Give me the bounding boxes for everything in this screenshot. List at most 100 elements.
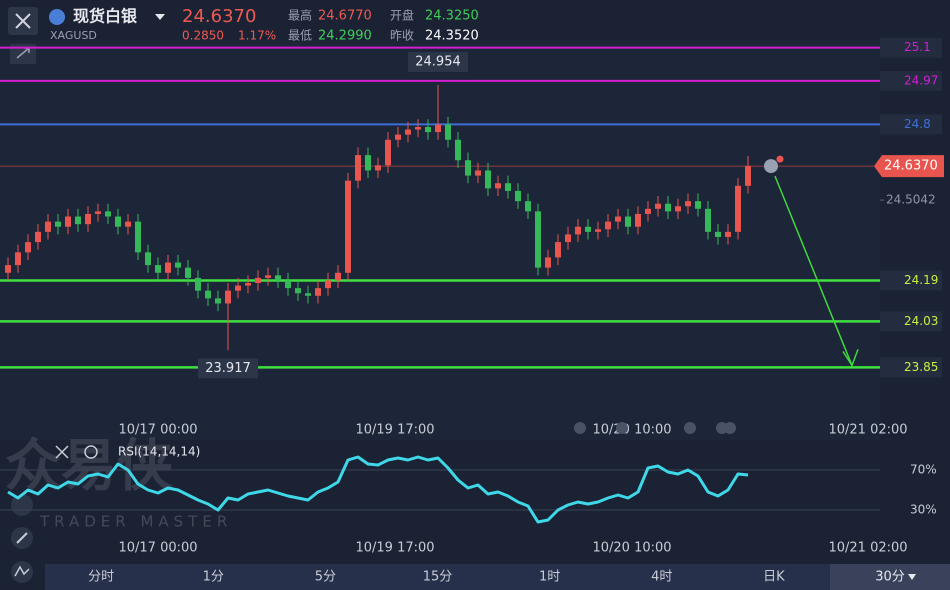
candle-body <box>215 298 221 304</box>
timeframe-button[interactable]: 4时 <box>651 570 672 585</box>
candle-body <box>355 155 361 181</box>
candle-body <box>475 170 481 176</box>
candle-body <box>5 265 11 273</box>
candle-body <box>705 208 711 232</box>
event-marker <box>684 422 696 434</box>
timeframe-button[interactable]: 1分 <box>203 570 224 585</box>
candle-body <box>725 231 731 237</box>
rsi-close[interactable] <box>55 445 69 459</box>
candle-body <box>695 201 701 209</box>
timeframe-more-label[interactable]: 30分 <box>875 570 905 585</box>
level-label: 23.85 <box>904 360 938 374</box>
candle-body <box>385 139 391 166</box>
candle-body <box>25 242 31 253</box>
level-label: 24.03 <box>904 314 938 328</box>
timeframe-button[interactable]: 分时 <box>88 570 114 585</box>
candle-body <box>15 252 21 266</box>
timeframe-bar <box>45 564 830 590</box>
candle-body <box>715 231 721 237</box>
open-label: 开盘 <box>390 8 414 23</box>
candle-body <box>45 221 51 232</box>
timeframe-button[interactable]: 1时 <box>539 570 560 585</box>
logo <box>49 9 65 25</box>
candle-body <box>325 280 331 289</box>
candle-body <box>305 293 311 296</box>
candle-body <box>365 155 371 171</box>
y-tick-label: 70% <box>910 463 937 477</box>
prev-close-label: 昨收 <box>390 29 414 43</box>
candle-body <box>625 216 631 227</box>
level-tag <box>880 357 942 378</box>
candle-body <box>85 213 91 225</box>
signal-dot <box>776 155 784 163</box>
candle-body <box>465 160 471 176</box>
candle-body <box>395 134 401 140</box>
last-price-label: 24.6370 <box>884 159 938 174</box>
low-annotation: 23.917 <box>205 361 251 376</box>
candle-body <box>555 242 561 258</box>
time-label: 10/20 10:00 <box>592 541 671 556</box>
candle-body <box>565 234 571 243</box>
y-tick-label: 30% <box>910 503 937 517</box>
timeframe-button[interactable]: 日K <box>763 570 785 585</box>
level-tag <box>880 114 942 135</box>
candle-body <box>145 252 151 266</box>
candle-body <box>605 221 611 230</box>
dropdown-caret <box>155 14 165 20</box>
high-tag <box>408 52 468 73</box>
candle-body <box>535 211 541 268</box>
y-tick-label: 24.5042 <box>886 193 936 207</box>
candle-body <box>545 257 551 268</box>
time-label: 10/17 00:00 <box>118 541 197 556</box>
price-tag <box>874 155 944 178</box>
candle-body <box>495 183 501 189</box>
timeframe-button[interactable]: 5分 <box>315 570 336 585</box>
candle-body <box>675 206 681 212</box>
candle-body <box>235 285 241 291</box>
candle-body <box>655 203 661 209</box>
candle-body <box>105 211 111 217</box>
candle-body <box>195 277 201 291</box>
watermark-tagline: TRADER MASTER <box>39 513 232 531</box>
candle-body <box>75 216 81 225</box>
instrument-name[interactable]: 现货白银 <box>73 7 138 26</box>
time-label: 10/19 17:00 <box>355 541 434 556</box>
candle-body <box>255 277 261 284</box>
forecast-arrow <box>774 175 853 366</box>
candle-body <box>405 129 411 135</box>
candle-body <box>295 288 301 294</box>
chart-area <box>0 40 880 440</box>
candle-body <box>575 226 581 235</box>
forecast-arrowhead <box>842 349 859 368</box>
candle-body <box>65 216 71 227</box>
open-value: 24.3250 <box>425 9 479 24</box>
draw-icon <box>16 532 28 544</box>
prev-close-value: 24.3520 <box>425 29 479 44</box>
candle-body <box>285 280 291 289</box>
candle-body <box>95 211 101 214</box>
rsi-settings[interactable] <box>84 445 98 459</box>
candle-body <box>485 170 491 189</box>
candle-body <box>685 201 691 207</box>
candle-body <box>315 288 321 296</box>
low-value: 24.2990 <box>318 29 372 44</box>
timeframe-button[interactable]: 15分 <box>423 570 453 585</box>
candle-body <box>735 185 741 232</box>
time-label: 10/21 02:00 <box>828 541 907 556</box>
candle-body <box>205 290 211 299</box>
candle-body <box>225 290 231 304</box>
candle-body <box>525 201 531 212</box>
candle-body <box>515 190 521 202</box>
candle-body <box>175 262 181 268</box>
close-icon <box>15 13 31 29</box>
candle-body <box>615 216 621 222</box>
timeframe-more[interactable] <box>830 564 950 590</box>
event-marker <box>724 422 736 434</box>
change: 0.2850 <box>182 29 224 43</box>
candle-body <box>585 226 591 232</box>
high-label: 最高 <box>288 8 312 23</box>
candle-body <box>415 126 421 130</box>
level-tag <box>880 37 942 58</box>
candle-body <box>185 267 191 278</box>
